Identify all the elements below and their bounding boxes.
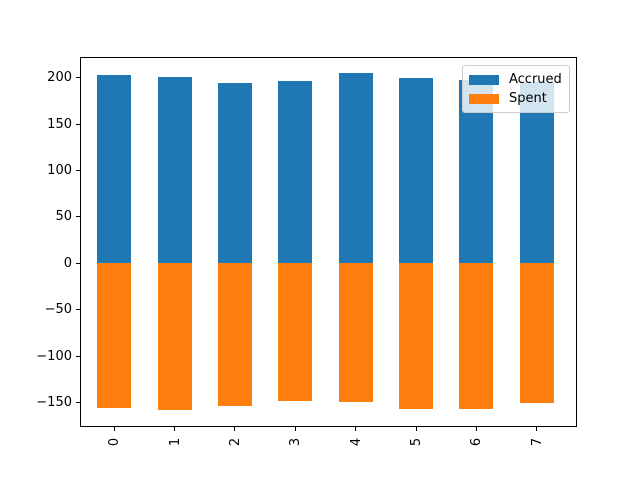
x-tick-label: 6	[468, 437, 484, 447]
legend-label-accrued: Accrued	[509, 72, 562, 87]
y-tick-label: 200	[47, 70, 72, 86]
bar-spent-2	[217, 263, 252, 407]
x-tick-mark	[234, 427, 236, 431]
bar-spent-1	[157, 263, 192, 410]
bar-accrued-4	[338, 73, 373, 264]
y-tick-label: 150	[47, 116, 72, 132]
y-tick-label: −100	[36, 348, 72, 364]
x-tick-label: 3	[287, 437, 303, 447]
bar-accrued-5	[399, 77, 434, 264]
y-tick-mark	[76, 401, 80, 403]
x-tick-label: 5	[408, 437, 424, 447]
legend-item-spent: Spent	[469, 89, 563, 108]
bar-spent-0	[97, 263, 132, 408]
y-tick-label: 50	[55, 209, 72, 225]
bar-accrued-3	[278, 80, 313, 264]
x-tick-mark	[415, 427, 417, 431]
bar-spent-7	[519, 263, 554, 404]
legend-label-spent: Spent	[509, 91, 547, 106]
y-tick-mark	[76, 123, 80, 125]
y-tick-label: −150	[36, 394, 72, 410]
bar-accrued-2	[217, 82, 252, 264]
bar-accrued-1	[157, 77, 192, 264]
y-tick-label: 100	[47, 163, 72, 179]
bar-accrued-0	[97, 75, 132, 264]
y-tick-label: −50	[44, 302, 72, 318]
x-tick-label: 4	[348, 437, 364, 447]
bar-spent-4	[338, 263, 373, 403]
y-tick-label: 0	[63, 255, 72, 271]
legend-swatch-spent	[469, 93, 499, 104]
x-tick-mark	[294, 427, 296, 431]
legend: Accrued Spent	[462, 65, 570, 113]
x-tick-mark	[536, 427, 538, 431]
y-tick-mark	[76, 170, 80, 172]
x-tick-label: 1	[167, 437, 183, 447]
x-tick-mark	[113, 427, 115, 431]
x-tick-mark	[174, 427, 176, 431]
legend-item-accrued: Accrued	[469, 70, 563, 89]
x-tick-label: 2	[227, 437, 243, 447]
bar-spent-5	[399, 263, 434, 409]
x-tick-label: 0	[106, 437, 122, 447]
y-tick-mark	[76, 77, 80, 79]
y-tick-mark	[76, 355, 80, 357]
legend-swatch-accrued	[469, 74, 499, 85]
y-tick-mark	[76, 262, 80, 264]
bar-spent-6	[459, 263, 494, 409]
x-tick-label: 7	[529, 437, 545, 447]
x-tick-mark	[475, 427, 477, 431]
bar-spent-3	[278, 263, 313, 402]
y-tick-mark	[76, 216, 80, 218]
x-tick-mark	[355, 427, 357, 431]
y-tick-mark	[76, 309, 80, 311]
